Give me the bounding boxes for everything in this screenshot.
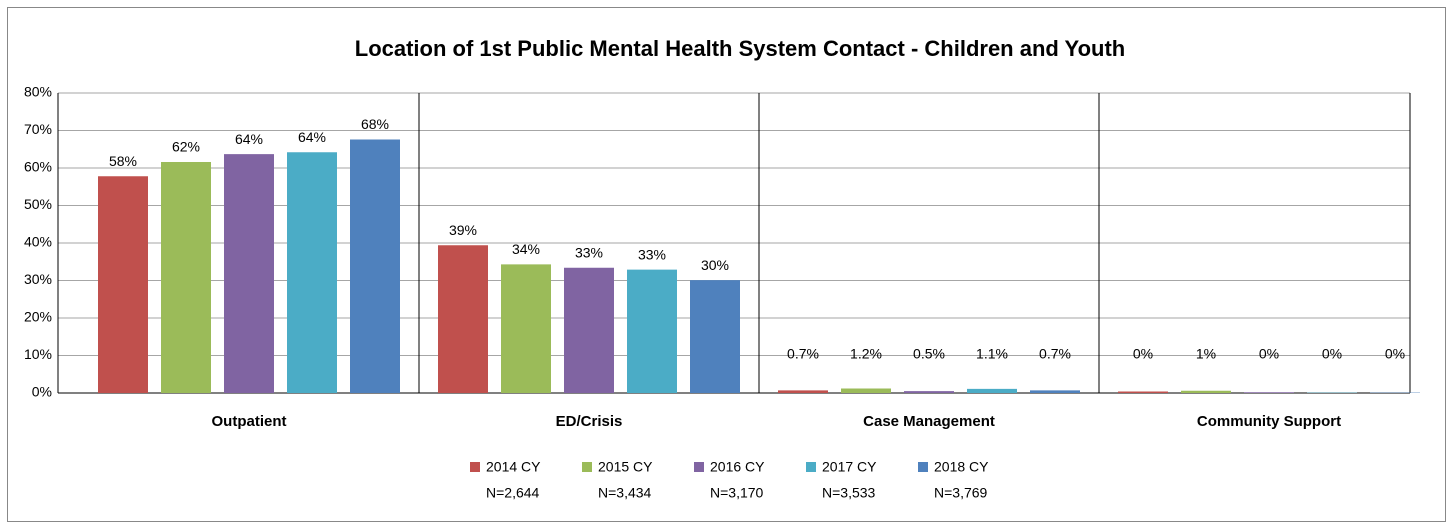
legend-label: 2015 CY: [598, 459, 653, 475]
bar: [501, 264, 551, 393]
legend-swatch: [470, 462, 480, 472]
data-label: 0%: [1322, 346, 1342, 362]
bar: [1181, 390, 1231, 393]
bar: [967, 388, 1017, 393]
bar: [904, 391, 954, 393]
legend-swatch: [582, 462, 592, 472]
bar: [1244, 392, 1294, 393]
legend-n: N=2,644: [486, 485, 540, 501]
bar: [98, 176, 148, 393]
data-label: 62%: [172, 139, 200, 155]
y-tick-label: 10%: [24, 346, 52, 362]
x-tick-label: Community Support: [1197, 413, 1341, 430]
legend-swatch: [694, 462, 704, 472]
data-label: 30%: [701, 257, 729, 273]
bar: [161, 162, 211, 393]
data-label: 0.7%: [787, 346, 819, 362]
bar: [350, 139, 400, 393]
y-tick-label: 20%: [24, 309, 52, 325]
x-tick-label: Case Management: [863, 413, 995, 430]
y-tick-label: 60%: [24, 159, 52, 175]
legend-n: N=3,170: [710, 485, 764, 501]
bar: [690, 280, 740, 393]
x-tick-label: Outpatient: [212, 413, 287, 430]
data-label: 68%: [361, 116, 389, 132]
bar: [778, 390, 828, 393]
y-tick-label: 70%: [24, 121, 52, 137]
chart-title: Location of 1st Public Mental Health Sys…: [355, 36, 1125, 61]
bar: [224, 154, 274, 393]
legend-swatch: [806, 462, 816, 472]
x-tick-label: ED/Crisis: [556, 413, 623, 430]
data-label: 33%: [638, 246, 666, 262]
bar: [564, 267, 614, 393]
data-label: 39%: [449, 222, 477, 238]
data-label: 33%: [575, 244, 603, 260]
data-label: 34%: [512, 241, 540, 257]
legend-label: 2016 CY: [710, 459, 765, 475]
data-label: 0.7%: [1039, 346, 1071, 362]
legend-label: 2018 CY: [934, 459, 989, 475]
legend-swatch: [918, 462, 928, 472]
bar: [1030, 390, 1080, 393]
data-label: 64%: [298, 129, 326, 145]
data-label: 64%: [235, 131, 263, 147]
y-tick-label: 50%: [24, 196, 52, 212]
data-label: 1.2%: [850, 346, 882, 362]
bar: [287, 152, 337, 393]
data-label: 1.1%: [976, 346, 1008, 362]
bar: [841, 388, 891, 393]
y-tick-label: 30%: [24, 271, 52, 287]
y-tick-label: 40%: [24, 234, 52, 250]
bar: [627, 269, 677, 393]
legend-label: 2014 CY: [486, 459, 541, 475]
bar: [1118, 391, 1168, 393]
legend-n: N=3,769: [934, 485, 988, 501]
legend-label: 2017 CY: [822, 459, 877, 475]
y-tick-label: 0%: [32, 384, 52, 400]
data-label: 0%: [1385, 346, 1405, 362]
legend-n: N=3,434: [598, 485, 652, 501]
y-tick-label: 80%: [24, 84, 52, 100]
legend-n: N=3,533: [822, 485, 876, 501]
data-label: 58%: [109, 153, 137, 169]
data-label: 0%: [1259, 346, 1279, 362]
data-label: 1%: [1196, 346, 1216, 362]
bar: [438, 245, 488, 393]
data-label: 0%: [1133, 346, 1153, 362]
data-label: 0.5%: [913, 346, 945, 362]
